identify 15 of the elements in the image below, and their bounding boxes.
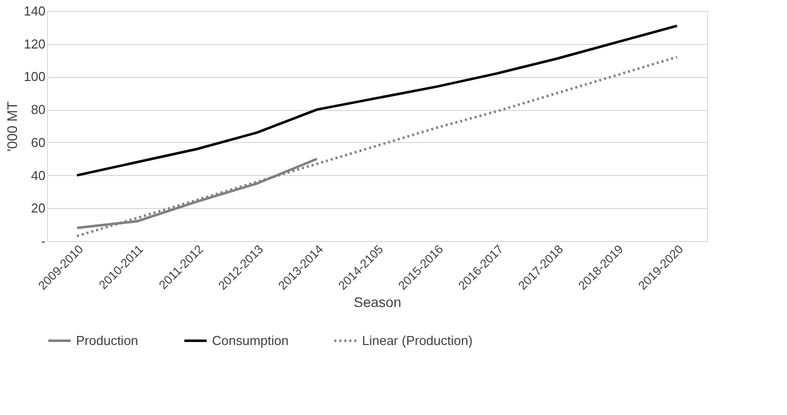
x-axis-title: Season bbox=[354, 294, 402, 310]
legend-label: Production bbox=[76, 332, 138, 348]
line-series bbox=[76, 24, 678, 177]
y-tick-label: - bbox=[41, 234, 46, 248]
y-tick-label: 60 bbox=[31, 134, 46, 150]
y-tick-label: 140 bbox=[24, 4, 46, 18]
y-axis-title: '000 MT bbox=[4, 100, 20, 152]
legend-label: Consumption bbox=[212, 332, 289, 348]
y-tick-label: 120 bbox=[24, 36, 46, 52]
y-tick-label: 20 bbox=[31, 200, 46, 216]
legend-label: Linear (Production) bbox=[362, 332, 473, 348]
y-tick-label: 100 bbox=[24, 69, 46, 84]
line-series bbox=[76, 56, 678, 238]
y-tick-label: 40 bbox=[31, 168, 46, 183]
y-tick-label: 80 bbox=[31, 102, 46, 118]
